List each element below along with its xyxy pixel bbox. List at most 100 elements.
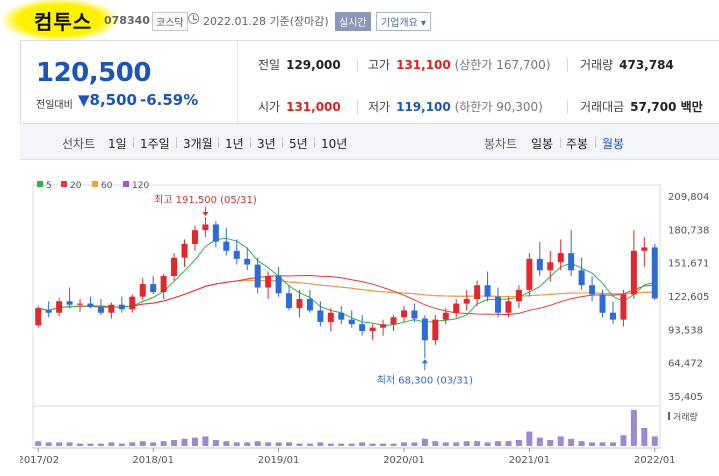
volume-bar: [578, 441, 585, 446]
candle-body: [421, 318, 428, 341]
volume-bar: [620, 435, 627, 446]
period-3m-button[interactable]: 3개월: [183, 137, 213, 151]
candle-body: [296, 298, 303, 309]
candle-body: [129, 296, 136, 310]
volume-bar: [160, 441, 167, 446]
volume-bar: [56, 442, 63, 446]
volume-bar: [515, 440, 522, 446]
volume-bar: [453, 442, 460, 446]
volume-bar: [191, 437, 198, 446]
volume-bar: [400, 442, 407, 446]
divider: [567, 58, 568, 72]
candle-body: [369, 327, 376, 332]
legend-swatch: [123, 181, 129, 187]
candle-body: [275, 276, 282, 294]
candle-body: [212, 224, 219, 242]
period-1d-button[interactable]: 1일: [108, 137, 127, 151]
volume-bar: [359, 442, 366, 446]
divider: [357, 100, 358, 114]
y-tick-label: 35,405: [668, 392, 703, 403]
candle-body: [484, 285, 491, 297]
period-1w-button[interactable]: 1주일: [140, 137, 170, 151]
volume-bar: [609, 442, 616, 446]
divider: [250, 137, 251, 148]
quote-date: 2022.01.28 기준(장마감): [203, 15, 329, 28]
volume-bar: [233, 442, 240, 446]
legend-label: 60: [101, 181, 113, 191]
divider: [357, 58, 358, 72]
candle-body: [160, 276, 167, 293]
volume-bar: [641, 428, 648, 446]
volume-bar: [484, 442, 491, 446]
candle-body: [233, 250, 240, 259]
stock-code: 078340: [104, 14, 150, 27]
candle-body: [223, 241, 230, 251]
candle-body: [505, 301, 512, 313]
volume-bar: [338, 443, 345, 446]
candle-body: [526, 258, 533, 290]
volume-bar: [150, 442, 157, 446]
volume-bar: [129, 442, 136, 446]
candle-body: [557, 253, 564, 263]
volume-bar: [296, 443, 303, 446]
candle-daily-button[interactable]: 일봉: [531, 137, 554, 151]
change-percent: -6.59%: [140, 91, 199, 109]
volume-bar: [474, 441, 481, 446]
x-tick-label: 2019/01: [258, 455, 300, 466]
candle-body: [254, 264, 261, 288]
candle-body: [87, 303, 94, 308]
volume-bar: [275, 442, 282, 446]
y-tick-label: 180,738: [668, 225, 709, 236]
price-panel-frame: [32, 184, 661, 407]
high-annotation: 최고 191,500 (05/31): [154, 194, 257, 206]
candlestick-chart: 209,804 180,738 151,671 122,605 93,538 64,472…: [20, 181, 709, 466]
low-price: 저가 119,100 (하한가 90,300): [368, 100, 543, 114]
candle-body: [306, 298, 313, 311]
volume-bar: [442, 442, 449, 446]
volume-bar: [463, 441, 470, 446]
volume-bar: [557, 436, 564, 446]
volume-bar: [108, 442, 115, 446]
volume-bar: [286, 442, 293, 446]
candle-weekly-button[interactable]: 주봉: [566, 137, 589, 151]
y-tick-label: 209,804: [668, 192, 709, 203]
divider: [218, 137, 219, 148]
x-tick-label: 2018/01: [132, 455, 174, 466]
company-info-dropdown[interactable]: 기업개요 ▾: [376, 12, 432, 31]
candle-body: [56, 301, 63, 313]
legend-label: 20: [70, 181, 82, 191]
volume-bar: [171, 440, 178, 446]
candle-body: [317, 310, 324, 322]
candle-body: [286, 293, 293, 309]
volume-bar: [181, 438, 188, 446]
volume-bar: [327, 443, 334, 446]
highlight-mark: [0, 0, 128, 46]
change-value: ▼8,500: [78, 91, 137, 109]
low-annotation: 최저 68,300 (03/31): [377, 374, 473, 386]
volume-bar: [265, 442, 272, 446]
divider: [595, 137, 596, 148]
candle-body: [45, 310, 52, 313]
candle-body: [463, 298, 470, 304]
period-5y-button[interactable]: 5년: [289, 137, 308, 151]
volume-panel-frame: [32, 405, 661, 449]
volume-bar: [369, 443, 376, 446]
candle-body: [191, 230, 198, 244]
candle-body: [390, 317, 397, 325]
candle-body: [568, 253, 575, 271]
period-3y-button[interactable]: 3년: [257, 137, 276, 151]
realtime-button[interactable]: 실시간: [335, 12, 371, 31]
candle-body: [118, 304, 125, 310]
candle-body: [348, 319, 355, 325]
volume-bar: [254, 441, 261, 446]
volume-bar: [202, 436, 209, 446]
volume-bar: [66, 442, 73, 446]
volume-bar: [35, 441, 42, 446]
candle-monthly-button[interactable]: 월봉: [602, 137, 625, 151]
period-1y-button[interactable]: 1년: [225, 137, 244, 151]
period-10y-button[interactable]: 10년: [321, 137, 348, 151]
divider: [567, 100, 568, 114]
candle-body: [244, 258, 251, 265]
candle-body: [599, 294, 606, 313]
candle-body: [150, 284, 157, 293]
